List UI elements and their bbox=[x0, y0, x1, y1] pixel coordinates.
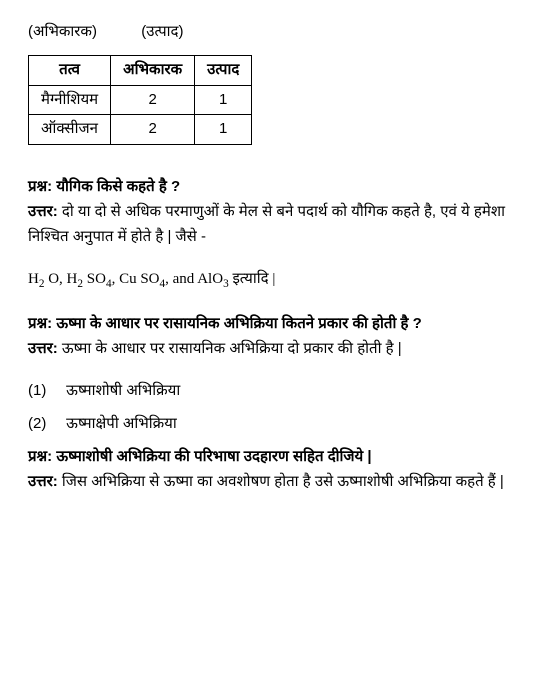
list-text: ऊष्माक्षेपी अभिक्रिया bbox=[66, 415, 177, 432]
answer-text: जिस अभिक्रिया से ऊष्मा का अवशोषण होता है… bbox=[62, 473, 504, 490]
cell: 1 bbox=[195, 85, 252, 115]
answer-text: दो या दो से अधिक परमाणुओं के मेल से बने … bbox=[28, 203, 505, 245]
list-text: ऊष्माशोषी अभिक्रिया bbox=[66, 382, 180, 399]
cell: 2 bbox=[111, 85, 195, 115]
question-label: प्रश्न: bbox=[28, 448, 52, 465]
list-item-2: (2) ऊष्माक्षेपी अभिक्रिया bbox=[28, 412, 511, 437]
elements-table: तत्व अभिकारक उत्पाद मैग्नीशियम 2 1 ऑक्सी… bbox=[28, 55, 252, 145]
cell: 2 bbox=[111, 115, 195, 145]
cell: 1 bbox=[195, 115, 252, 145]
question-label: प्रश्न: bbox=[28, 178, 52, 195]
answer-text: ऊष्मा के आधार पर रासायनिक अभिक्रिया दो प… bbox=[62, 340, 402, 357]
cell: मैग्नीशियम bbox=[29, 85, 111, 115]
answer-label: उत्तर: bbox=[28, 473, 58, 490]
formula-tail: इत्यादि | bbox=[229, 271, 276, 287]
question-text: यौगिक किसे कहते है ? bbox=[56, 178, 180, 195]
list-number: (2) bbox=[28, 412, 62, 437]
list-number: (1) bbox=[28, 379, 62, 404]
th-reactant: अभिकारक bbox=[111, 55, 195, 85]
formula-line: H2 O, H2 SO4, Cu SO4, and AlO3 इत्यादि | bbox=[28, 267, 511, 294]
table-row: ऑक्सीजन 2 1 bbox=[29, 115, 252, 145]
qa-block-1: प्रश्न: यौगिक किसे कहते है ? उत्तर: दो य… bbox=[28, 175, 511, 249]
th-product: उत्पाद bbox=[195, 55, 252, 85]
question-text: ऊष्माशोषी अभिक्रिया की परिभाषा उदहारण सह… bbox=[56, 448, 371, 465]
question-label: प्रश्न: bbox=[28, 315, 52, 332]
th-element: तत्व bbox=[29, 55, 111, 85]
list-item-1: (1) ऊष्माशोषी अभिक्रिया bbox=[28, 379, 511, 404]
qa-block-2: प्रश्न: ऊष्मा के आधार पर रासायनिक अभिक्र… bbox=[28, 312, 511, 362]
label-product: (उत्पाद) bbox=[141, 20, 183, 45]
top-labels: (अभिकारक) (उत्पाद) bbox=[28, 20, 511, 45]
answer-label: उत्तर: bbox=[28, 203, 58, 220]
question-text: ऊष्मा के आधार पर रासायनिक अभिक्रिया कितन… bbox=[56, 315, 422, 332]
table-row: मैग्नीशियम 2 1 bbox=[29, 85, 252, 115]
qa-block-3: प्रश्न: ऊष्माशोषी अभिक्रिया की परिभाषा उ… bbox=[28, 445, 511, 495]
label-reactant: (अभिकारक) bbox=[28, 20, 97, 45]
answer-label: उत्तर: bbox=[28, 340, 58, 357]
cell: ऑक्सीजन bbox=[29, 115, 111, 145]
